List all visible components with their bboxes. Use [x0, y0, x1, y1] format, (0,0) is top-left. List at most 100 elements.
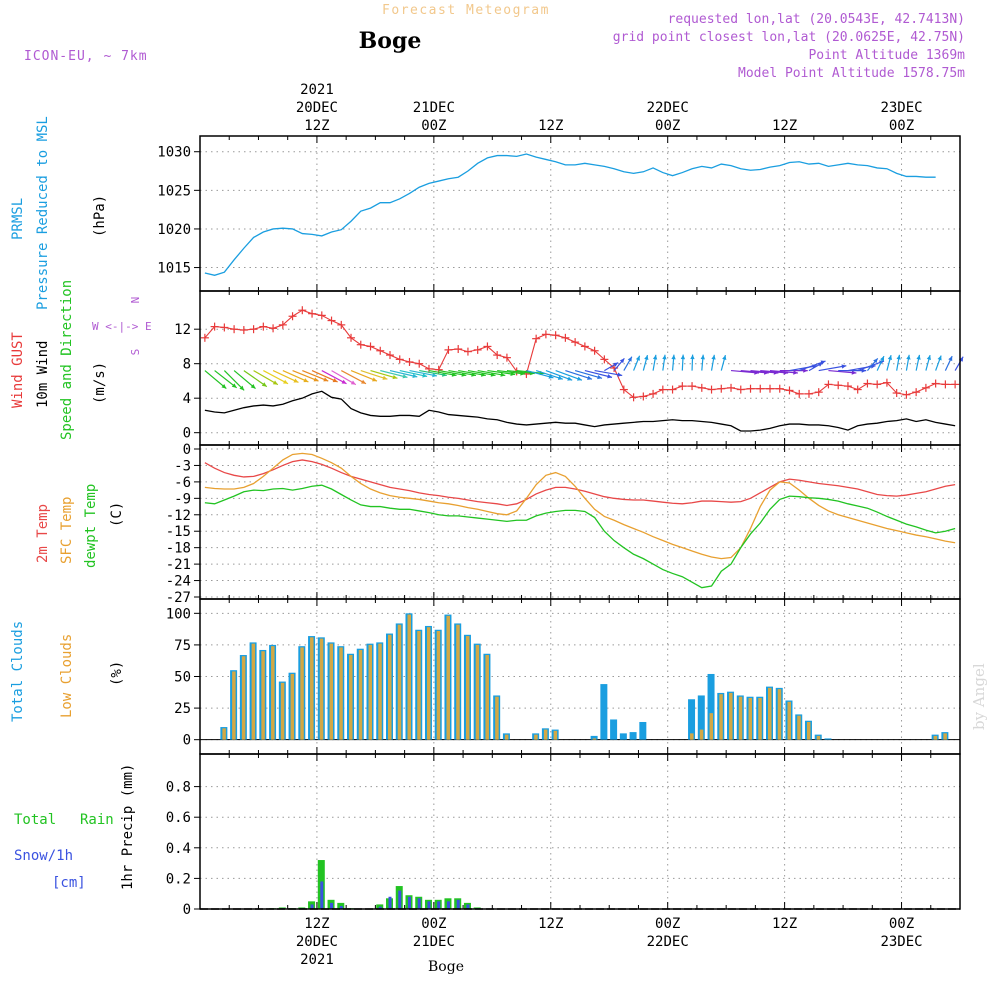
- low-cloud-bar: [543, 729, 548, 740]
- wind-arrow-head: [231, 383, 237, 388]
- wind-arrow-head: [613, 362, 619, 367]
- prmsl-line: [204, 153, 936, 276]
- wind-arrow: [671, 354, 676, 371]
- wind-arrow-shaft: [594, 369, 623, 377]
- ylabel-pct: (%): [109, 661, 125, 686]
- gust-marker: [278, 320, 287, 329]
- wind-arrow: [838, 368, 867, 373]
- compass-n: N: [129, 297, 142, 304]
- requested-coords: requested lon,lat (20.0543E, 42.7413N): [668, 12, 965, 27]
- wind-arrow-shaft: [399, 370, 428, 377]
- low-cloud-bar: [456, 624, 460, 740]
- temp-ytick-label: -24: [166, 574, 191, 590]
- total-cloud-bar: [600, 684, 608, 740]
- gust-marker: [619, 385, 628, 394]
- compass-s: S: [129, 349, 142, 356]
- low-cloud-bar: [232, 671, 236, 740]
- gust-marker: [210, 322, 219, 331]
- precip-frame: [199, 753, 961, 910]
- rain-bar: [376, 904, 384, 909]
- gust-marker: [766, 384, 774, 393]
- snow-bar: [456, 899, 460, 909]
- wind-arrow: [594, 369, 623, 377]
- wind-arrow: [399, 370, 428, 378]
- gust-marker: [249, 325, 258, 334]
- gust-marker: [259, 322, 268, 331]
- wind-arrow: [828, 369, 857, 375]
- gust-marker: [327, 316, 336, 325]
- wind-arrow: [710, 354, 716, 371]
- wind-arrow-shaft: [760, 369, 789, 374]
- bottom-time-label: 12Z: [304, 916, 329, 932]
- gust-marker: [415, 359, 424, 368]
- precip-ytick-label: 0: [183, 902, 191, 918]
- gust-marker: [356, 340, 365, 349]
- total-cloud-bar: [707, 673, 715, 740]
- wind-arrow-head: [221, 384, 227, 389]
- model-point-altitude: Model Point Altitude 1578.75m: [738, 66, 965, 81]
- gust-marker: [863, 379, 872, 388]
- low-cloud-bar: [495, 696, 499, 740]
- gust-marker: [746, 384, 755, 393]
- wind-arrow: [690, 354, 695, 371]
- wind-arrow: [642, 354, 649, 371]
- snow-bar: [407, 896, 411, 909]
- temp-ytick-label: -27: [166, 590, 191, 606]
- wind-arrow: [409, 369, 438, 378]
- wind-arrow-shaft: [574, 370, 603, 379]
- gust-marker: [668, 385, 677, 394]
- temp-ytick-label: 0: [183, 442, 191, 458]
- wind-arrow-head: [619, 358, 625, 364]
- cloud-panel: 0 25 50 75 100: [166, 598, 961, 755]
- low-cloud-bar: [933, 735, 938, 740]
- gust-marker: [629, 393, 638, 402]
- wind-arrow-shaft: [448, 369, 477, 377]
- wind-arrow-head: [652, 354, 658, 360]
- wind-arrow-shaft: [458, 369, 486, 377]
- low-cloud-bar: [417, 631, 421, 740]
- precip-panel: 0 0.2 0.4 0.6 0.8: [166, 753, 961, 918]
- low-cloud-bar: [349, 655, 353, 740]
- precip-ytick-label: 0.4: [166, 841, 191, 857]
- wind-arrow: [613, 357, 625, 371]
- ylabel-ms: (m/s): [92, 362, 108, 404]
- low-cloud-bar: [485, 655, 489, 740]
- wind-arrow: [272, 370, 299, 383]
- wind-arrow-head: [303, 378, 309, 383]
- gust-marker: [532, 334, 541, 343]
- gust-marker: [473, 345, 482, 354]
- snow-bar: [417, 898, 421, 909]
- wind-arrow: [389, 370, 418, 378]
- wind-arrow-head: [500, 372, 506, 377]
- gust-marker: [424, 364, 433, 373]
- legend-pressure-msl: Pressure Reduced to MSL: [35, 116, 51, 310]
- wind-arrow: [380, 370, 408, 379]
- wind-arrow: [896, 354, 901, 371]
- low-cloud-bar: [777, 689, 782, 740]
- wind-arrow-shaft: [350, 370, 378, 382]
- gust-marker: [551, 331, 560, 340]
- low-cloud-bar: [504, 734, 509, 740]
- wind-arrow-head: [567, 376, 573, 381]
- wind-arrow-head: [313, 377, 319, 382]
- wind-arrow-shaft: [487, 369, 516, 376]
- ylabel-hpa: (hPa): [92, 195, 108, 237]
- snow-bar: [310, 904, 314, 909]
- wind-arrow-head: [597, 374, 603, 380]
- wind-arrow-shaft: [389, 370, 418, 378]
- wind-arrow-head: [680, 354, 686, 360]
- pressure-ytick-label: 1020: [157, 222, 191, 238]
- gust-marker: [804, 389, 813, 398]
- total-cloud-bar: [697, 695, 705, 740]
- top-time-label: 23DEC: [880, 100, 922, 116]
- low-cloud-bar: [280, 682, 285, 740]
- wind-arrow-head: [711, 354, 716, 360]
- wind-arrow-head: [557, 375, 563, 380]
- low-cloud-bar: [465, 636, 470, 740]
- wind-arrow-shaft: [341, 370, 367, 385]
- top-time-label: 2021: [300, 82, 334, 98]
- snow-bar: [330, 902, 334, 909]
- wind-arrow-head: [272, 380, 278, 385]
- cloud-ytick-label: 25: [174, 701, 191, 717]
